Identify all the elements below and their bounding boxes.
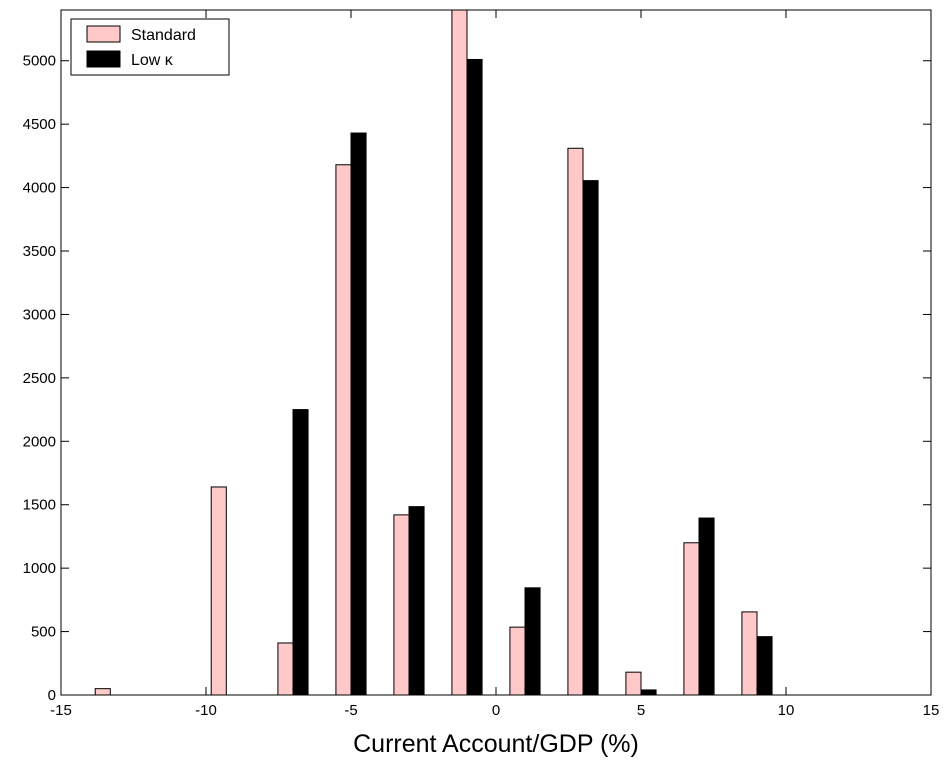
bar-standard [625,671,642,696]
bar-low-kappa [292,409,309,696]
legend: Standard Low κ [70,18,230,76]
y-tick-label: 3500 [23,243,56,260]
y-tick-label: 0 [48,687,56,704]
legend-swatch-low-kappa [86,50,121,68]
bar-low-kappa [698,517,715,696]
legend-swatch-standard [86,25,121,43]
x-tick-label: 5 [637,702,645,719]
y-tick-label: 500 [31,624,56,641]
legend-label-low-kappa: Low κ [131,52,174,69]
legend-label-standard: Standard [131,27,196,44]
y-tick-label: 5000 [23,53,56,70]
y-tick-label: 2000 [23,433,56,450]
bar-low-kappa [408,506,425,696]
bar-standard [210,486,227,696]
x-tick-label: -5 [344,702,357,719]
bar-standard [741,611,758,696]
x-tick-label: 10 [778,702,795,719]
bars-layer [94,9,773,696]
bar-standard [683,542,700,696]
bar-standard [509,626,526,696]
bar-standard [451,9,468,696]
y-tick-label: 4000 [23,180,56,197]
x-axis-title: Current Account/GDP (%) [353,730,639,758]
bar-low-kappa [756,636,773,696]
y-tick-label: 1500 [23,497,56,514]
x-tick-label: -10 [195,702,217,719]
bar-standard [393,514,410,696]
bar-low-kappa [582,180,599,696]
y-tick-label: 3000 [23,306,56,323]
bar-low-kappa [640,689,657,696]
bar-low-kappa [466,58,483,696]
tick-labels-layer: -15 -10 -5 0 5 10 15 0 500 1000 1500 2000 2500 3000 35… [23,53,940,719]
bar-standard [94,688,111,696]
bar-standard [567,147,584,696]
bar-low-kappa [350,132,367,696]
bar-low-kappa [524,587,541,696]
bar-standard [277,642,294,696]
y-tick-label: 1000 [23,560,56,577]
x-tick-label: -15 [50,702,72,719]
y-tick-label: 2500 [23,370,56,387]
y-tick-label: 4500 [23,116,56,133]
x-tick-label: 0 [492,702,500,719]
x-tick-label: 15 [923,702,940,719]
bar-standard [335,164,352,696]
plot-frame [60,9,932,696]
